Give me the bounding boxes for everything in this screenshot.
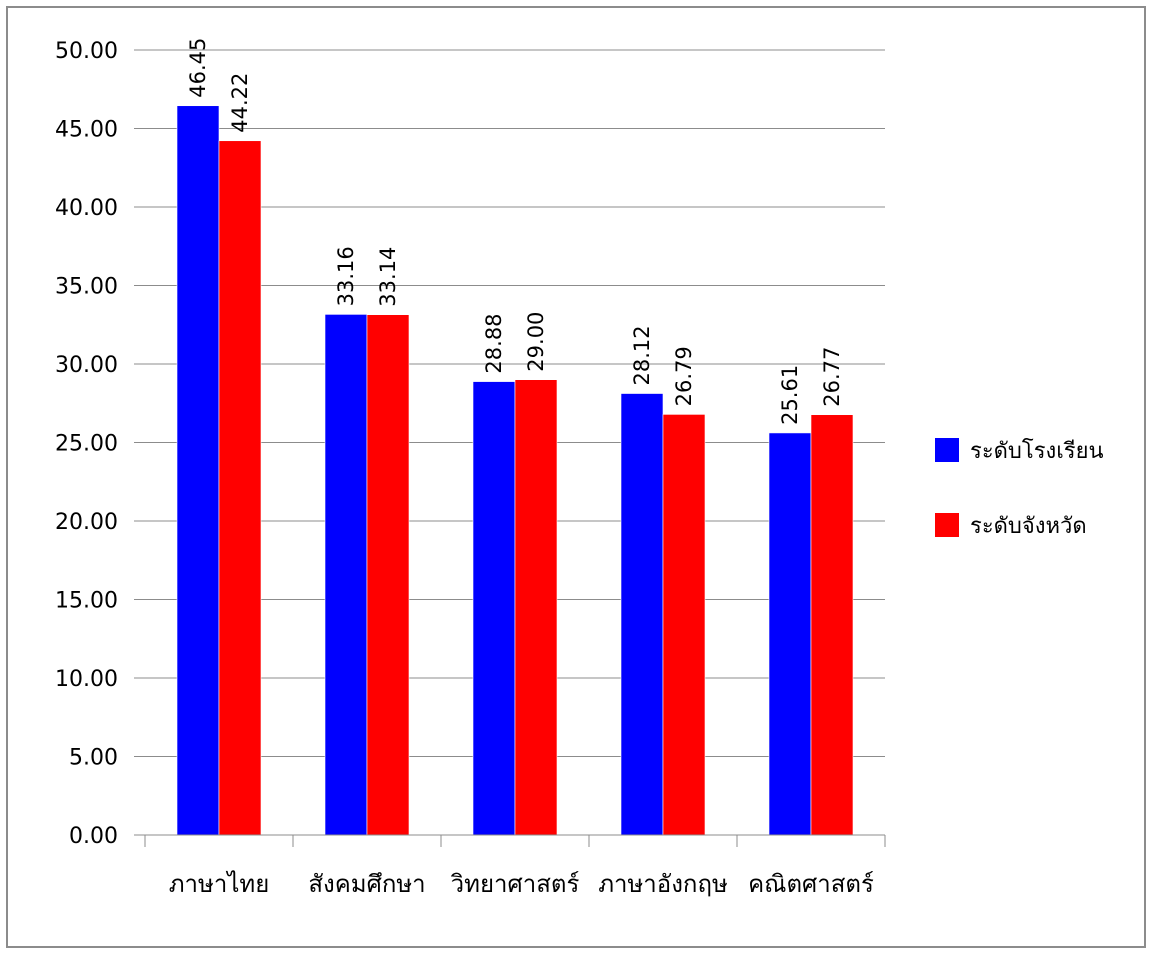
- data-labels: 46.45 44.22 33.16 33.14 28.88 29.00 28.12 26.79…: [186, 38, 844, 425]
- bar-school: [768, 432, 812, 836]
- y-tick-label: 45.00: [55, 118, 118, 143]
- legend-swatch: [935, 513, 959, 537]
- bar-school: [176, 105, 220, 836]
- data-label: 29.00: [524, 312, 548, 372]
- y-tick-label: 20.00: [55, 510, 118, 535]
- category-label: วิทยาศาสตร์: [450, 870, 579, 898]
- data-label: 33.14: [376, 247, 400, 307]
- y-axis: 0.00 5.00 10.00 15.00 20.00 25.00 30.00 35.00 40…: [55, 39, 118, 849]
- bar-province: [810, 414, 854, 836]
- data-label: 28.12: [630, 325, 654, 385]
- category-label: คณิตศาสตร์: [748, 870, 874, 898]
- data-label: 44.22: [228, 73, 252, 133]
- bar-school: [472, 381, 516, 836]
- y-tick-label: 50.00: [55, 39, 118, 64]
- data-label: 28.88: [482, 313, 506, 373]
- y-tick-label: 30.00: [55, 353, 118, 378]
- data-label: 46.45: [186, 38, 210, 98]
- y-tick-label: 0.00: [69, 824, 118, 849]
- legend-label: ระดับจังหวัด: [970, 514, 1087, 539]
- y-tick-label: 35.00: [55, 275, 118, 300]
- data-label: 26.77: [820, 347, 844, 407]
- legend-swatch: [935, 438, 959, 462]
- bar-school: [620, 393, 664, 836]
- y-tick-label: 15.00: [55, 589, 118, 614]
- x-axis: ภาษาไทย สังคมศึกษา วิทยาศาสตร์ ภาษาอังกฤษ คณ…: [134, 834, 886, 898]
- category-label: ภาษาไทย: [169, 870, 270, 898]
- bars: [176, 105, 854, 836]
- category-label: สังคมศึกษา: [308, 870, 425, 898]
- data-label: 33.16: [334, 246, 358, 306]
- y-tick-label: 5.00: [69, 746, 118, 771]
- legend-label: ระดับโรงเรียน: [970, 438, 1104, 464]
- category-label: ภาษาอังกฤษ: [598, 870, 728, 898]
- bar-province: [662, 414, 706, 836]
- bar-province: [514, 379, 558, 836]
- bar-province: [366, 314, 410, 836]
- y-tick-label: 10.00: [55, 667, 118, 692]
- y-tick-label: 40.00: [55, 196, 118, 221]
- y-tick-label: 25.00: [55, 432, 118, 457]
- bar-school: [324, 314, 368, 836]
- bar-province: [218, 140, 262, 836]
- data-label: 26.79: [672, 346, 696, 406]
- data-label: 25.61: [778, 365, 802, 425]
